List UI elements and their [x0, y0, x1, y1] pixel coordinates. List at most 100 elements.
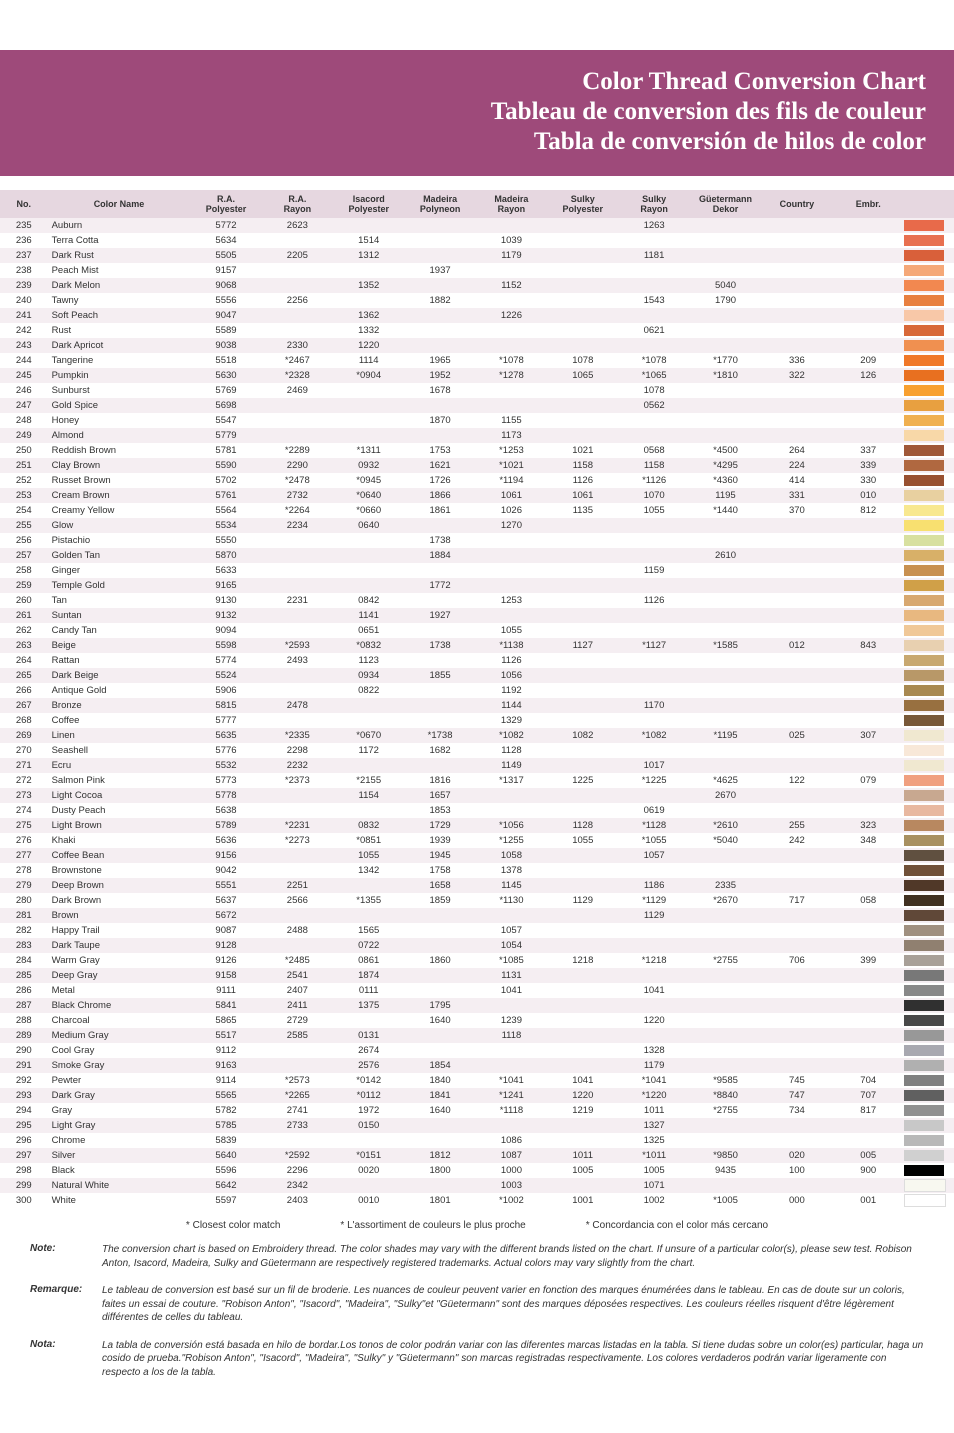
- cell-value: 1855: [404, 668, 475, 683]
- cell-value: [761, 803, 832, 818]
- cell-value: [833, 398, 904, 413]
- col-header: Embr.: [833, 190, 904, 218]
- cell-value: [404, 713, 475, 728]
- table-row: 243Dark Apricot903823301220: [0, 338, 954, 353]
- table-row: 277Coffee Bean91561055194510581057: [0, 848, 954, 863]
- legend-es: * Concordancia con el color más cercano: [586, 1220, 768, 1231]
- table-row: 245Pumpkin5630*2328*09041952*12781065*10…: [0, 368, 954, 383]
- cell-color-name: Tawny: [48, 293, 191, 308]
- col-header: Color Name: [48, 190, 191, 218]
- cell-value: [833, 278, 904, 293]
- cell-value: *0904: [333, 368, 404, 383]
- table-row: 274Dusty Peach563818530619: [0, 803, 954, 818]
- table-row: 292Pewter9114*2573*01421840*10411041*104…: [0, 1073, 954, 1088]
- cell-value: *1078: [476, 353, 547, 368]
- table-row: 260Tan91302231084212531126: [0, 593, 954, 608]
- cell-value: 5640: [190, 1148, 261, 1163]
- table-row: 242Rust558913320621: [0, 323, 954, 338]
- cell-value: *0670: [333, 728, 404, 743]
- cell-swatch: [904, 968, 954, 983]
- cell-value: [761, 323, 832, 338]
- color-swatch: [904, 1075, 944, 1086]
- cell-value: 5635: [190, 728, 261, 743]
- cell-value: *1126: [618, 473, 689, 488]
- cell-value: 5778: [190, 788, 261, 803]
- cell-value: [333, 383, 404, 398]
- cell-value: [690, 383, 761, 398]
- color-swatch: [904, 625, 944, 636]
- cell-no: 296: [0, 1133, 48, 1148]
- cell-value: [761, 398, 832, 413]
- cell-no: 251: [0, 458, 48, 473]
- cell-swatch: [904, 1103, 954, 1118]
- cell-no: 268: [0, 713, 48, 728]
- cell-value: [404, 758, 475, 773]
- cell-color-name: Reddish Brown: [48, 443, 191, 458]
- color-swatch: [904, 235, 944, 246]
- cell-value: 1328: [618, 1043, 689, 1058]
- cell-no: 255: [0, 518, 48, 533]
- cell-value: 1058: [476, 848, 547, 863]
- cell-color-name: Pewter: [48, 1073, 191, 1088]
- cell-color-name: Dark Brown: [48, 893, 191, 908]
- cell-swatch: [904, 473, 954, 488]
- cell-value: 1640: [404, 1103, 475, 1118]
- cell-value: 1565: [333, 923, 404, 938]
- col-header: R.A.Rayon: [262, 190, 333, 218]
- cell-swatch: [904, 1073, 954, 1088]
- cell-value: 0832: [333, 818, 404, 833]
- cell-no: 267: [0, 698, 48, 713]
- cell-value: 1149: [476, 758, 547, 773]
- cell-value: 5782: [190, 1103, 261, 1118]
- table-row: 248Honey554718701155: [0, 413, 954, 428]
- cell-color-name: Salmon Pink: [48, 773, 191, 788]
- cell-no: 283: [0, 938, 48, 953]
- cell-value: *2467: [262, 353, 333, 368]
- cell-value: *1082: [476, 728, 547, 743]
- cell-color-name: Pumpkin: [48, 368, 191, 383]
- cell-value: [333, 428, 404, 443]
- cell-value: 1021: [547, 443, 618, 458]
- cell-value: [833, 593, 904, 608]
- table-row: 279Deep Brown555122511658114511862335: [0, 878, 954, 893]
- cell-value: [690, 398, 761, 413]
- cell-value: 2407: [262, 983, 333, 998]
- cell-value: [547, 1118, 618, 1133]
- cell-value: [404, 233, 475, 248]
- color-swatch: [904, 355, 944, 366]
- cell-value: [262, 323, 333, 338]
- cell-no: 241: [0, 308, 48, 323]
- cell-no: 293: [0, 1088, 48, 1103]
- color-swatch: [904, 490, 944, 501]
- cell-value: 1128: [547, 818, 618, 833]
- cell-value: [404, 908, 475, 923]
- cell-value: [262, 668, 333, 683]
- cell-value: *4295: [690, 458, 761, 473]
- cell-swatch: [904, 833, 954, 848]
- cell-value: 1179: [476, 248, 547, 263]
- cell-value: [547, 743, 618, 758]
- cell-swatch: [904, 1178, 954, 1193]
- cell-value: [404, 308, 475, 323]
- cell-value: 2335: [690, 878, 761, 893]
- cell-value: [476, 548, 547, 563]
- cell-value: [404, 338, 475, 353]
- cell-value: 2469: [262, 383, 333, 398]
- cell-value: 1753: [404, 443, 475, 458]
- cell-value: [690, 608, 761, 623]
- cell-value: [476, 1058, 547, 1073]
- color-swatch: [904, 955, 944, 966]
- cell-value: [404, 218, 475, 233]
- col-header: SulkyRayon: [618, 190, 689, 218]
- cell-value: [547, 1058, 618, 1073]
- cell-value: [262, 563, 333, 578]
- cell-value: [833, 233, 904, 248]
- color-swatch: [904, 565, 944, 576]
- cell-value: 707: [833, 1088, 904, 1103]
- cell-value: 1011: [618, 1103, 689, 1118]
- cell-value: 1352: [333, 278, 404, 293]
- cell-swatch: [904, 218, 954, 233]
- cell-value: [618, 263, 689, 278]
- cell-value: 1135: [547, 503, 618, 518]
- cell-no: 279: [0, 878, 48, 893]
